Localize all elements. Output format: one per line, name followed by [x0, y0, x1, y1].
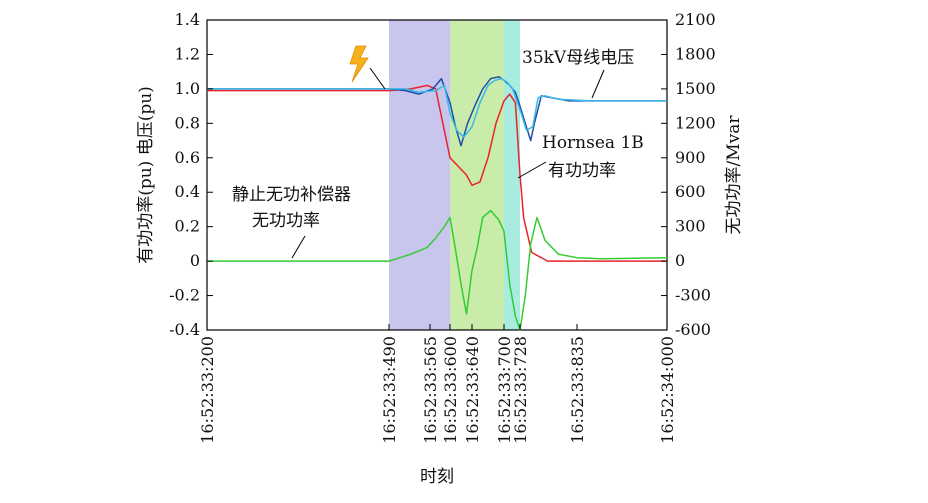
left-tick-label: 0: [190, 251, 200, 270]
voltage-annotation: 35kV母线电压: [522, 48, 634, 68]
left-tick-label: 0.2: [175, 217, 200, 236]
shaded-region-2: [504, 20, 520, 330]
hornsea-annotation-line1: Hornsea 1B: [542, 133, 644, 153]
x-tick-label: 16:52:33:565: [421, 336, 440, 444]
x-tick-label: 16:52:33:600: [441, 336, 460, 444]
svc-annotation-line2: 无功功率: [252, 211, 320, 231]
x-axis-label: 时刻: [420, 467, 454, 487]
series-lines: [207, 76, 668, 331]
x-tick-label: 16:52:33:835: [568, 336, 587, 444]
right-tick-label: 600: [675, 182, 706, 201]
voltage-leader-line: [591, 69, 605, 99]
right-tick-label: 1200: [675, 113, 716, 132]
right-tick-label: 2100: [675, 10, 716, 29]
shaded-region-1: [450, 20, 504, 330]
plot-frame: [206, 19, 668, 331]
series-line-2: [207, 77, 667, 138]
svc-leader-line: [291, 235, 306, 259]
x-tick-label: 16:52:34:000: [658, 336, 677, 444]
x-tick-label: 16:52:33:200: [198, 336, 217, 444]
left-tick-label: 1.2: [175, 44, 200, 63]
left-tick-label: 0.4: [175, 182, 200, 201]
right-tick-label: 1500: [675, 79, 716, 98]
svc-annotation-line1: 静止无功补偿器: [232, 185, 351, 205]
left-tick-label: -0.2: [169, 286, 200, 305]
left-tick-label: 0.8: [175, 113, 200, 132]
right-tick-label: -300: [675, 286, 711, 305]
hornsea-annotation-line2: 有功功率: [548, 161, 616, 181]
x-tick-label: 16:52:33:490: [380, 336, 399, 444]
right-tick-label: 300: [675, 217, 706, 236]
series-line-3: [207, 209, 668, 331]
hornsea-leader-line: [517, 161, 547, 179]
right-tick-label: 0: [675, 251, 685, 270]
series-line-0: [207, 84, 667, 262]
series-line-1: [207, 76, 667, 147]
left-tick-label: -0.4: [169, 320, 200, 339]
right-tick-label: -600: [675, 320, 711, 339]
shaded-intervals: [389, 20, 520, 330]
lightning-icon: [349, 45, 386, 90]
shaded-region-0: [389, 20, 450, 330]
left-axis-label: 有功功率(pu) 电压(pu): [136, 86, 156, 264]
right-tick-label: 900: [675, 148, 706, 167]
left-tick-label: 0.6: [175, 148, 200, 167]
axis-ticks: -0.4 -0.2 0 0.2 0.4 0.6 0.8 1.0 1.2 1.4 -600 -300 0 3…: [169, 10, 716, 444]
left-tick-label: 1.0: [175, 79, 200, 98]
x-tick-label: 16:52:33:640: [463, 336, 482, 444]
x-tick-label: 16:52:33:700: [495, 336, 514, 444]
x-tick-label: 16:52:33:728: [511, 336, 530, 444]
left-tick-label: 1.4: [175, 10, 200, 29]
right-tick-label: 1800: [675, 44, 716, 63]
right-axis-label: 无功功率/Mvar: [724, 115, 744, 235]
